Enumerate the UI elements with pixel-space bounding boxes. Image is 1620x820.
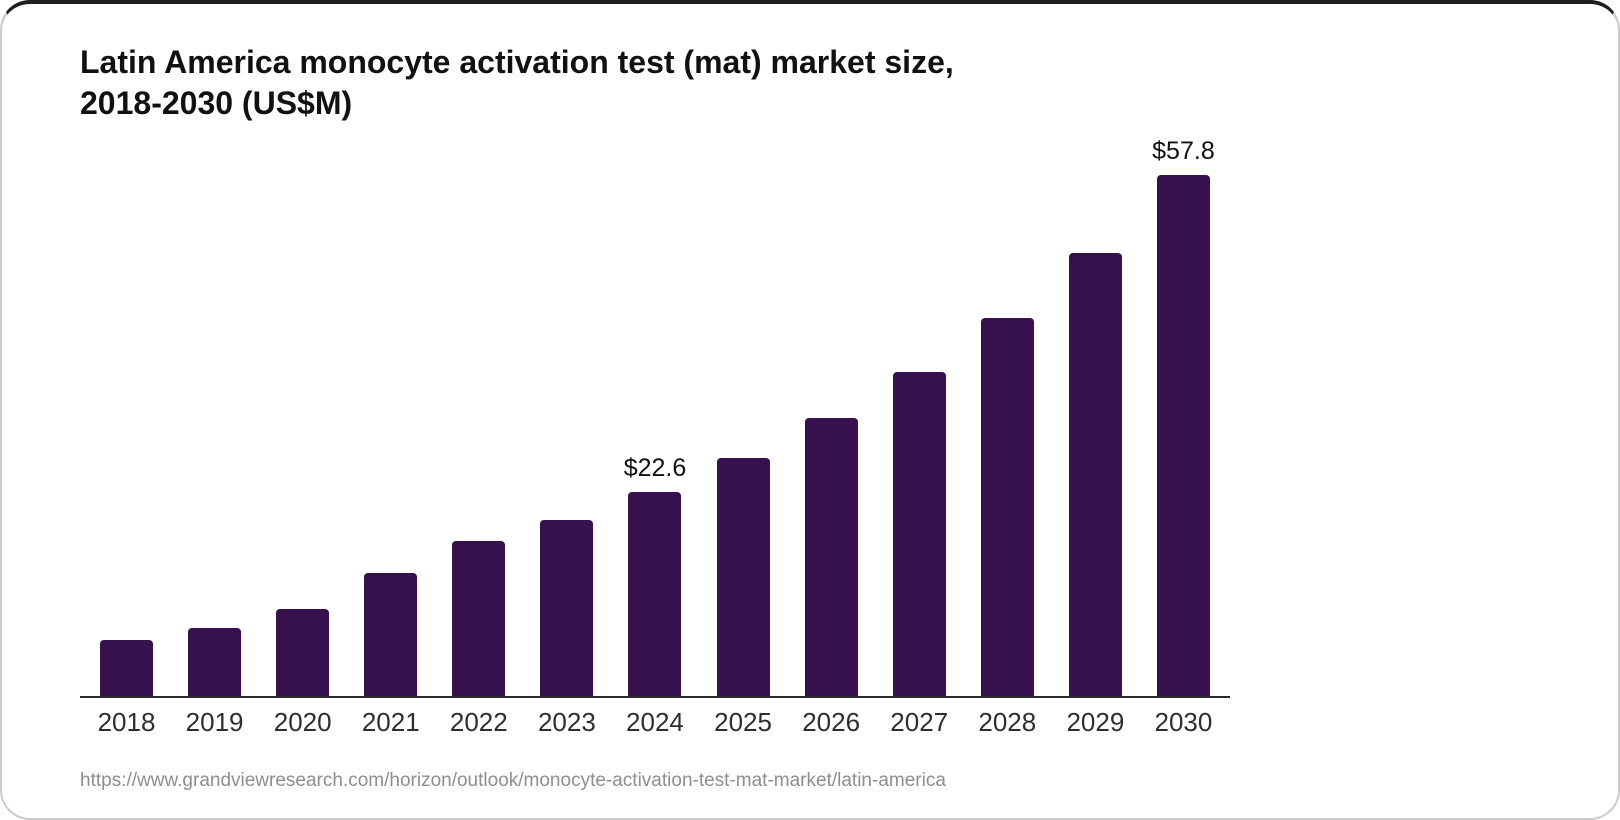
- x-tick-label-2027: 2027: [890, 707, 949, 737]
- chart-title-line2: 2018-2030 (US$M): [80, 85, 353, 121]
- bar-2028: [980, 318, 1034, 696]
- chart-title-line1: Latin America monocyte activation test (…: [80, 44, 954, 80]
- bar-2026: [804, 418, 858, 696]
- bar-2018: [100, 640, 153, 696]
- bar-rect-2026: [804, 418, 858, 696]
- x-tick-2026: 2026: [802, 707, 861, 738]
- x-tick-label-2018: 2018: [97, 707, 156, 737]
- x-tick-2019: 2019: [185, 707, 244, 738]
- x-tick-label-2023: 2023: [537, 707, 596, 737]
- bar-2021: [364, 572, 418, 696]
- x-tick-2028: 2028: [978, 707, 1037, 738]
- x-tick-label-2030: 2030: [1154, 707, 1213, 737]
- x-tick-2030: 2030: [1154, 707, 1213, 738]
- bar-2020: [276, 608, 330, 696]
- x-tick-label-2026: 2026: [802, 707, 861, 737]
- bar-rect-2023: [540, 520, 594, 696]
- x-tick-label-2025: 2025: [714, 707, 772, 737]
- bar-rect-2027: [892, 372, 946, 696]
- x-tick-label-2019: 2019: [185, 707, 244, 737]
- bar-rect-2019: [188, 628, 242, 696]
- x-tick-2018: 2018: [97, 707, 156, 738]
- bar-rect-2021: [364, 572, 418, 696]
- bar-2022: [452, 541, 506, 696]
- x-tick-2029: 2029: [1066, 707, 1125, 738]
- bar-2019: [188, 628, 242, 696]
- plot-area: $22.6 $57.8: [80, 137, 1230, 698]
- bar-rect-2025: [716, 458, 770, 696]
- x-tick-2023: 2023: [537, 707, 596, 738]
- x-tick-2021: 2021: [361, 707, 420, 738]
- bar-chart: $22.6 $57.8 2018 2019 2020 2021 2022 2023 2024 2…: [80, 137, 1230, 738]
- bar-2030: $57.8: [1152, 137, 1215, 696]
- data-label-2024: $22.6: [623, 454, 687, 483]
- bar-rect-2030: [1156, 175, 1210, 696]
- x-tick-2020: 2020: [273, 707, 332, 738]
- bar-2027: [892, 372, 946, 696]
- x-tick-2022: 2022: [449, 707, 508, 738]
- bar-rect-2024: [628, 492, 682, 696]
- bar-rect-2020: [276, 608, 330, 696]
- bar-2024: $22.6: [624, 454, 686, 696]
- bar-rect-2029: [1068, 252, 1122, 696]
- bar-2023: [540, 520, 594, 696]
- x-tick-2024: 2024: [626, 707, 684, 738]
- bar-2029: [1068, 252, 1122, 696]
- chart-title: Latin America monocyte activation test (…: [80, 42, 954, 124]
- x-tick-label-2029: 2029: [1066, 707, 1125, 737]
- x-tick-label-2022: 2022: [449, 707, 508, 737]
- x-tick-label-2028: 2028: [978, 707, 1037, 737]
- x-tick-label-2024: 2024: [626, 707, 684, 737]
- bar-rect-2022: [452, 541, 506, 696]
- data-label-2030: $57.8: [1152, 137, 1215, 165]
- x-tick-2025: 2025: [714, 707, 772, 738]
- x-tick-2027: 2027: [890, 707, 949, 738]
- x-tick-label-2020: 2020: [273, 707, 332, 737]
- bar-rect-2018: [100, 640, 153, 696]
- source-url: https://www.grandviewresearch.com/horizo…: [80, 770, 946, 791]
- x-tick-label-2021: 2021: [361, 707, 420, 737]
- bar-rect-2028: [980, 318, 1034, 696]
- x-axis-labels: 2018 2019 2020 2021 2022 2023 2024 2025 2026 2027…: [80, 707, 1230, 738]
- bar-2025: [716, 458, 770, 696]
